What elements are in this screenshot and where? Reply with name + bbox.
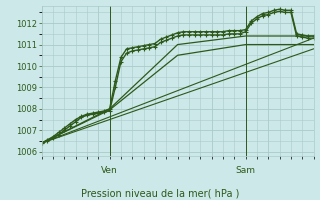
Text: Ven: Ven bbox=[101, 166, 118, 175]
Text: Pression niveau de la mer( hPa ): Pression niveau de la mer( hPa ) bbox=[81, 188, 239, 198]
Text: Sam: Sam bbox=[236, 166, 256, 175]
